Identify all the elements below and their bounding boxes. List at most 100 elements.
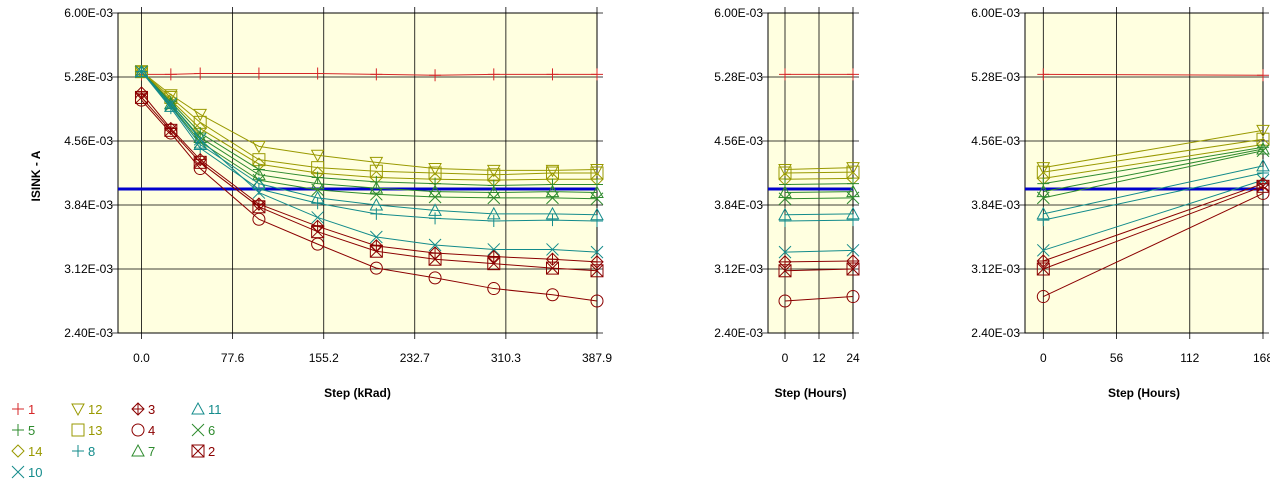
series-line xyxy=(141,99,598,302)
data-point xyxy=(369,230,383,244)
x-tick-label: 12 xyxy=(812,351,826,365)
data-point xyxy=(252,140,266,154)
data-point xyxy=(590,185,604,199)
data-point xyxy=(591,215,603,227)
data-point xyxy=(311,183,324,197)
legend-entry-3: 3 xyxy=(131,402,155,417)
data-point xyxy=(847,214,859,227)
data-point xyxy=(487,191,501,205)
x-tick-label: 112 xyxy=(1180,351,1199,365)
data-point xyxy=(1036,191,1050,205)
series-line xyxy=(1043,172,1264,221)
data-point xyxy=(1036,262,1050,276)
data-point xyxy=(369,181,384,194)
series-line xyxy=(1043,183,1264,262)
data-point xyxy=(193,132,207,146)
data-point xyxy=(194,142,207,155)
series-line xyxy=(1043,129,1264,169)
data-point xyxy=(1256,179,1270,193)
series-10 xyxy=(778,243,860,259)
data-point xyxy=(778,264,792,278)
legend-marker xyxy=(131,443,145,457)
data-point xyxy=(369,244,383,258)
data-point xyxy=(369,261,383,275)
data-point xyxy=(846,290,860,304)
data-point xyxy=(486,164,501,178)
data-point xyxy=(311,197,324,210)
panel-2: 6.00E-03 5.28E-03 4.56E-03 3.84E-03 3.12E-03… xyxy=(714,6,860,400)
series-line xyxy=(141,97,598,272)
data-point xyxy=(590,294,604,308)
series-line xyxy=(141,71,597,181)
x-tick-label: 0 xyxy=(782,351,789,365)
data-point xyxy=(1036,184,1051,198)
legend-entry-8: 8 xyxy=(72,444,95,459)
data-point xyxy=(487,282,501,296)
legend-label: 8 xyxy=(88,444,95,459)
x-tick-label: 155.2 xyxy=(309,351,339,365)
x-tick-label: 387.9 xyxy=(582,351,612,365)
data-point xyxy=(369,187,383,201)
legend-label: 7 xyxy=(148,444,155,459)
data-point xyxy=(778,192,792,206)
series-4 xyxy=(778,290,860,308)
data-point xyxy=(778,185,792,199)
data-point xyxy=(778,163,792,177)
data-point xyxy=(1037,68,1050,81)
y-tick-label: 5.28E-03 xyxy=(64,70,113,84)
legend: 1 12 3 11 5 13 4 6 14 8 7 2 10 xyxy=(11,401,222,480)
series-12 xyxy=(134,66,604,178)
data-point xyxy=(591,68,603,81)
y-tick-label: 5.28E-03 xyxy=(714,70,763,84)
legend-entry-11: 11 xyxy=(191,401,222,417)
data-point xyxy=(369,156,384,170)
series-1 xyxy=(135,67,603,82)
series-12 xyxy=(1036,124,1270,175)
data-point xyxy=(311,211,324,224)
data-point xyxy=(193,108,208,122)
series-line xyxy=(784,260,854,263)
data-point xyxy=(252,67,265,80)
data-point xyxy=(1256,144,1270,158)
y-tick-label: 6.00E-03 xyxy=(971,6,1020,20)
legend-label: 10 xyxy=(28,465,42,480)
series-line xyxy=(784,197,854,200)
data-point xyxy=(311,237,325,251)
legend-marker xyxy=(191,444,205,458)
data-point xyxy=(487,243,501,256)
data-point xyxy=(164,97,178,111)
series-line xyxy=(141,71,597,176)
data-point xyxy=(846,191,860,205)
data-point xyxy=(428,190,442,204)
x-tick-label: 232.7 xyxy=(400,351,430,365)
y-tick-label: 4.56E-03 xyxy=(714,134,763,148)
data-point xyxy=(1037,177,1050,190)
series-line xyxy=(784,191,854,194)
data-point xyxy=(252,186,266,199)
y-tick-label: 2.40E-03 xyxy=(64,326,113,340)
data-point xyxy=(590,264,604,278)
data-point xyxy=(428,252,442,266)
data-point xyxy=(779,178,791,191)
data-point xyxy=(1257,69,1269,82)
data-point xyxy=(590,163,604,177)
data-point xyxy=(134,90,148,104)
data-point xyxy=(487,68,500,81)
series-line xyxy=(784,183,854,186)
data-point xyxy=(487,215,500,227)
data-point xyxy=(164,123,178,137)
legend-marker xyxy=(131,402,145,416)
data-point xyxy=(252,212,266,226)
data-point xyxy=(310,176,325,190)
series-1 xyxy=(1037,68,1269,82)
series-line xyxy=(141,72,597,76)
y-tick-label: 6.00E-03 xyxy=(64,6,113,20)
data-point xyxy=(846,243,860,257)
data-point xyxy=(846,162,860,175)
series-line xyxy=(784,249,854,253)
legend-entry-2: 2 xyxy=(191,444,215,459)
data-point xyxy=(429,177,442,190)
data-point xyxy=(545,252,560,266)
y-tick-label: 6.00E-03 xyxy=(714,6,763,20)
